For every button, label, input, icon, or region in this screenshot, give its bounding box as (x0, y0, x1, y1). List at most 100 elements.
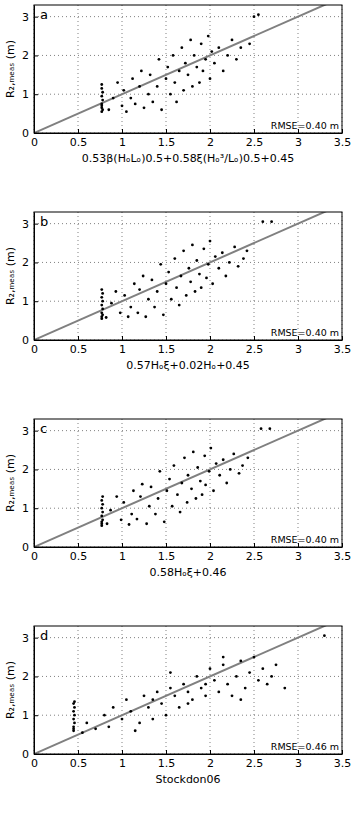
point (187, 691, 190, 694)
tick-label: 1 (119, 136, 126, 149)
point (119, 311, 122, 314)
tick: 1 (22, 295, 38, 308)
grid-line (166, 626, 167, 754)
point (200, 286, 203, 289)
grid-line (34, 94, 342, 95)
tick: 1 (119, 336, 126, 356)
panel-label: c (40, 421, 47, 436)
point (101, 308, 104, 311)
point (232, 453, 235, 456)
y-axis: 0 1 2 3 (22, 420, 38, 555)
tick-label: 1.5 (158, 343, 176, 356)
tick: 1 (119, 129, 126, 149)
tick: 2.5 (246, 129, 264, 149)
tick: 0.5 (70, 543, 88, 563)
point (235, 58, 238, 61)
tick-label: 2 (22, 463, 29, 476)
point (125, 698, 128, 701)
grid-line (254, 212, 255, 340)
point (122, 501, 125, 504)
point (100, 304, 103, 307)
grid-line (34, 469, 342, 470)
point (172, 54, 175, 57)
tick-mark (34, 224, 38, 225)
tick-mark (210, 129, 211, 133)
point (260, 427, 263, 430)
tick-label: 1.5 (158, 136, 176, 149)
grid-line (166, 5, 167, 133)
point (144, 315, 147, 318)
panel: 00.511.522.533.501230.57Hₒξ+0.02Hₒ+0.45R… (4, 204, 351, 372)
point (195, 259, 198, 262)
point (217, 46, 220, 49)
point (185, 294, 188, 297)
tick: 3 (22, 425, 38, 438)
x-title: Stockdon06 (155, 773, 220, 786)
point (253, 15, 256, 18)
plot-area (34, 626, 342, 754)
tick-label: 0.5 (70, 757, 88, 770)
x-title: 0.53β(HₒLₒ)0.5+0.58ξ(Hₒ³/Lₒ)0.5+0.45 (82, 152, 294, 165)
point (165, 77, 168, 80)
point (209, 77, 212, 80)
tick: 0 (22, 334, 38, 347)
point (203, 454, 206, 457)
tick-label: 1.5 (158, 550, 176, 563)
point (160, 702, 163, 705)
tick: 1 (22, 502, 38, 515)
point (231, 694, 234, 697)
point (182, 683, 185, 686)
point (261, 667, 264, 670)
tick-label: 0 (31, 136, 38, 149)
point (156, 290, 159, 293)
tick-label: 0 (22, 541, 29, 554)
identity-line (34, 212, 342, 340)
tick-mark (254, 543, 255, 547)
grid (34, 419, 342, 547)
tick-label: 0 (22, 334, 29, 347)
tick-label: 1 (22, 502, 29, 515)
tick: 3 (295, 129, 302, 149)
annotation: RMSE=0.40 m (271, 534, 339, 545)
point (175, 286, 178, 289)
y-title: R₂,ₘₑₐₛ (m) (4, 40, 17, 98)
point (136, 311, 139, 314)
point (101, 292, 104, 295)
tick-label: 2 (22, 49, 29, 62)
tick-label: 3.5 (334, 550, 352, 563)
point (213, 679, 216, 682)
tick-label: 2 (207, 757, 214, 770)
panel-label: b (40, 214, 48, 229)
point (204, 484, 207, 487)
point (195, 497, 198, 500)
point (173, 257, 176, 260)
tick: 3 (22, 218, 38, 231)
tick: 1.5 (158, 129, 176, 149)
tick-label: 0 (22, 127, 29, 140)
grid-line (298, 212, 299, 340)
tick-mark (78, 129, 79, 133)
tick: 2 (22, 256, 38, 269)
point (121, 718, 124, 721)
point (235, 675, 238, 678)
point (182, 249, 185, 252)
point (202, 70, 205, 73)
y-axis: 0123 (22, 6, 38, 141)
point (183, 456, 186, 459)
point (165, 489, 168, 492)
point (178, 706, 181, 709)
frame (34, 419, 342, 547)
point (109, 509, 112, 512)
y-axis: 0 1 2 3 (22, 213, 38, 348)
y-title: R₂,ₘₑₐₛ (m) (4, 661, 17, 719)
point (175, 101, 178, 104)
tick-label: 3 (22, 425, 29, 438)
tick-label: 0 (31, 550, 38, 563)
point (182, 89, 185, 92)
point (167, 271, 170, 274)
x-title: 0.57Hₒξ+0.02Hₒ+0.45 (126, 359, 250, 372)
point (133, 282, 136, 285)
tick: 2 (22, 463, 38, 476)
tick-label: 2 (22, 670, 29, 683)
point (73, 700, 76, 703)
